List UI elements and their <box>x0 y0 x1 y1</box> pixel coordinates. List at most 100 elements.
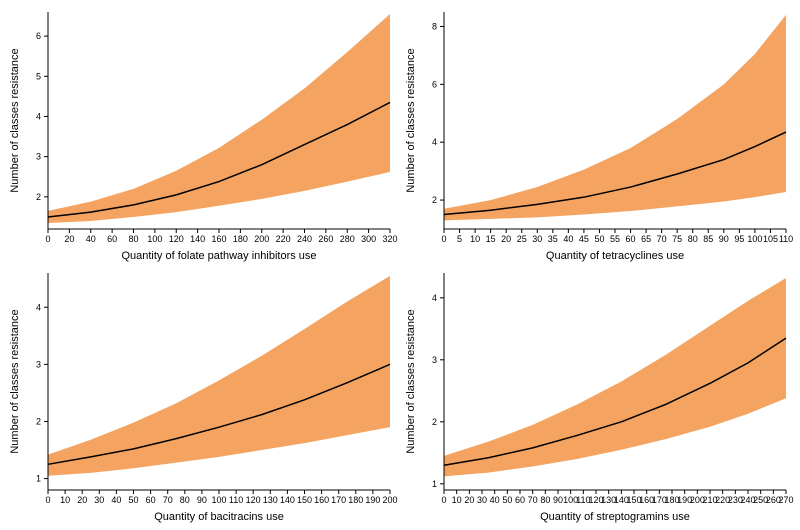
ci-area <box>444 15 786 220</box>
x-tick-label: 80 <box>688 234 698 244</box>
chart-grid: 0204060801001201401601802002202402602803… <box>0 0 800 530</box>
x-tick-label: 120 <box>169 234 184 244</box>
x-tick-label: 70 <box>528 495 538 505</box>
y-tick-label: 4 <box>36 111 41 121</box>
x-tick-label: 35 <box>548 234 558 244</box>
x-tick-label: 60 <box>626 234 636 244</box>
x-tick-label: 90 <box>719 234 729 244</box>
x-tick-label: 60 <box>515 495 525 505</box>
y-tick-label: 4 <box>432 293 437 303</box>
x-tick-label: 110 <box>779 234 793 244</box>
x-tick-label: 160 <box>211 234 226 244</box>
x-tick-label: 160 <box>314 495 329 505</box>
panel-bacitracins: 0102030405060708090100110120130140150160… <box>4 265 400 526</box>
x-tick-label: 5 <box>457 234 462 244</box>
x-axis-label: Quantity of tetracyclines use <box>546 250 684 262</box>
y-axis-label: Number of classes resistance <box>405 309 417 453</box>
x-tick-label: 270 <box>778 495 793 505</box>
x-tick-label: 180 <box>233 234 248 244</box>
x-tick-label: 100 <box>747 234 762 244</box>
x-tick-label: 50 <box>502 495 512 505</box>
y-axis-label: Number of classes resistance <box>9 309 21 453</box>
x-tick-label: 10 <box>470 234 480 244</box>
x-tick-label: 25 <box>517 234 527 244</box>
chart-folate: 0204060801001201401601802002202402602803… <box>4 4 400 265</box>
x-tick-label: 30 <box>477 495 487 505</box>
x-tick-label: 150 <box>297 495 312 505</box>
x-tick-label: 120 <box>246 495 261 505</box>
x-tick-label: 140 <box>190 234 205 244</box>
y-tick-label: 6 <box>432 79 437 89</box>
x-tick-label: 0 <box>441 234 446 244</box>
y-tick-label: 3 <box>432 355 437 365</box>
x-tick-label: 80 <box>128 234 138 244</box>
x-tick-label: 140 <box>280 495 295 505</box>
x-tick-label: 15 <box>486 234 496 244</box>
y-tick-label: 5 <box>36 71 41 81</box>
x-tick-label: 40 <box>111 495 121 505</box>
x-tick-label: 100 <box>147 234 162 244</box>
x-tick-label: 280 <box>340 234 355 244</box>
ci-area <box>48 14 390 223</box>
x-tick-label: 65 <box>641 234 651 244</box>
y-tick-label: 2 <box>36 192 41 202</box>
x-tick-label: 70 <box>657 234 667 244</box>
chart-bacitracins: 0102030405060708090100110120130140150160… <box>4 265 400 526</box>
x-tick-label: 10 <box>60 495 70 505</box>
x-tick-label: 20 <box>77 495 87 505</box>
panel-streptogramins: 0102030405060708090100110120130140150160… <box>400 265 796 526</box>
x-tick-label: 30 <box>94 495 104 505</box>
x-tick-label: 20 <box>464 495 474 505</box>
x-axis-label: Quantity of streptogramins use <box>540 511 690 523</box>
x-tick-label: 320 <box>382 234 397 244</box>
x-tick-label: 40 <box>563 234 573 244</box>
x-tick-label: 110 <box>229 495 243 505</box>
x-tick-label: 130 <box>263 495 278 505</box>
x-tick-label: 80 <box>540 495 550 505</box>
x-tick-label: 190 <box>365 495 380 505</box>
x-tick-label: 0 <box>45 234 50 244</box>
x-tick-label: 80 <box>180 495 190 505</box>
x-tick-label: 55 <box>610 234 620 244</box>
x-tick-label: 300 <box>361 234 376 244</box>
y-tick-label: 3 <box>36 152 41 162</box>
x-tick-label: 20 <box>64 234 74 244</box>
y-tick-label: 4 <box>432 137 437 147</box>
x-tick-label: 20 <box>501 234 511 244</box>
y-tick-label: 2 <box>432 417 437 427</box>
x-axis-label: Quantity of bacitracins use <box>154 511 284 523</box>
x-tick-label: 90 <box>197 495 207 505</box>
y-axis-label: Number of classes resistance <box>405 48 417 192</box>
y-tick-label: 8 <box>432 21 437 31</box>
x-tick-label: 40 <box>490 495 500 505</box>
y-tick-label: 2 <box>36 416 41 426</box>
x-tick-label: 0 <box>45 495 50 505</box>
x-tick-label: 30 <box>532 234 542 244</box>
x-tick-label: 170 <box>331 495 346 505</box>
y-tick-label: 2 <box>432 195 437 205</box>
x-tick-label: 200 <box>382 495 397 505</box>
ci-area <box>48 276 390 476</box>
ci-area <box>444 278 786 476</box>
x-tick-label: 240 <box>297 234 312 244</box>
x-tick-label: 60 <box>107 234 117 244</box>
x-tick-label: 105 <box>763 234 778 244</box>
panel-folate: 0204060801001201401601802002202402602803… <box>4 4 400 265</box>
y-axis-label: Number of classes resistance <box>9 48 21 192</box>
y-tick-label: 4 <box>36 302 41 312</box>
y-tick-label: 1 <box>36 474 41 484</box>
x-tick-label: 180 <box>348 495 363 505</box>
x-tick-label: 90 <box>553 495 563 505</box>
x-tick-label: 50 <box>594 234 604 244</box>
chart-tetracyclines: 0510152025303540455055606570758085909510… <box>400 4 796 265</box>
x-tick-label: 100 <box>211 495 226 505</box>
y-tick-label: 3 <box>36 359 41 369</box>
x-tick-label: 95 <box>734 234 744 244</box>
y-tick-label: 6 <box>36 31 41 41</box>
x-tick-label: 70 <box>163 495 173 505</box>
x-tick-label: 75 <box>672 234 682 244</box>
x-tick-label: 10 <box>452 495 462 505</box>
x-tick-label: 220 <box>276 234 291 244</box>
y-tick-label: 1 <box>432 479 437 489</box>
x-tick-label: 45 <box>579 234 589 244</box>
